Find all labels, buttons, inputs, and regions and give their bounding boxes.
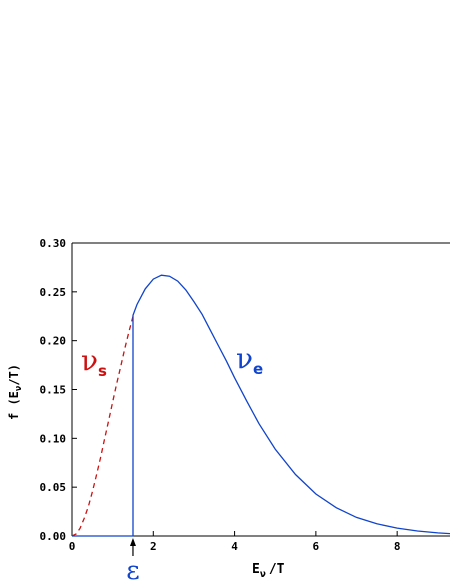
nu-e-label: νe xyxy=(236,342,263,378)
x-tick-label: 2 xyxy=(150,540,157,553)
y-tick-label: 0.00 xyxy=(40,530,67,543)
x-tick-label: 8 xyxy=(394,540,401,553)
nu-s-label: νs xyxy=(81,344,107,380)
x-tick-label: 6 xyxy=(313,540,320,553)
epsilon-marker: ε xyxy=(126,538,140,582)
x-axis-title: Eν/T xyxy=(252,562,285,580)
plot-frame xyxy=(71,242,450,537)
series-layer xyxy=(71,274,450,537)
x-ticks: 0 2 4 6 8 xyxy=(69,531,401,553)
y-ticks: 0.00 0.05 0.10 0.15 0.20 0.25 0.30 xyxy=(40,237,77,543)
epsilon-arrow-head xyxy=(129,538,136,546)
series-nu-s-line xyxy=(71,316,134,537)
y-tick-label: 0.05 xyxy=(40,481,67,494)
y-axis-title: f (Eν/T) xyxy=(7,364,24,420)
y-tick-label: 0.15 xyxy=(40,384,67,397)
series-nu-e-line xyxy=(72,274,450,537)
epsilon-label: ε xyxy=(126,556,139,582)
x-tick-label: 0 xyxy=(69,540,76,553)
y-tick-label: 0.10 xyxy=(40,432,67,445)
x-tick-label: 4 xyxy=(231,540,238,553)
y-tick-label: 0.25 xyxy=(40,286,67,299)
y-tick-label: 0.30 xyxy=(40,237,67,250)
y-tick-label: 0.20 xyxy=(40,335,67,348)
